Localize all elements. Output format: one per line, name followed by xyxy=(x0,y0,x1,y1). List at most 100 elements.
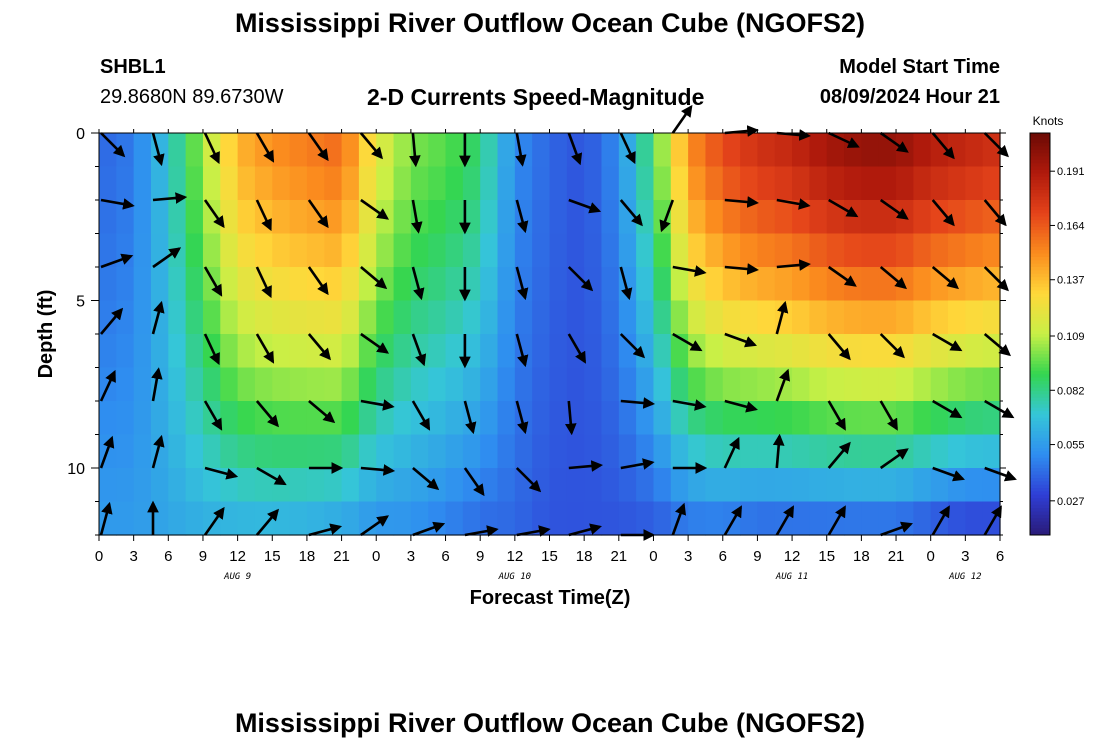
heatmap-cell xyxy=(202,501,221,536)
heatmap-cell xyxy=(272,334,291,369)
heatmap-cell xyxy=(341,200,360,235)
heatmap-cell xyxy=(844,334,862,369)
heatmap-cell xyxy=(965,501,984,536)
current-vector-arrow xyxy=(203,333,220,366)
heatmap-cell xyxy=(566,233,585,268)
heatmap-cell xyxy=(428,367,447,402)
heatmap-cell xyxy=(133,501,152,536)
heatmap-cell xyxy=(324,300,343,335)
heatmap-cell xyxy=(272,233,291,268)
colorbar-segment xyxy=(1030,283,1050,288)
heatmap-cell xyxy=(220,233,239,268)
colorbar-segment xyxy=(1030,196,1050,201)
heatmap-cell xyxy=(133,166,152,201)
colorbar-segment xyxy=(1030,169,1050,174)
heatmap-cell xyxy=(982,434,1001,469)
heatmap-cell xyxy=(116,501,135,536)
heatmap-cell xyxy=(774,334,793,369)
current-vector-arrow xyxy=(620,397,656,409)
heatmap-cell xyxy=(237,267,256,302)
heatmap-cell xyxy=(809,501,828,536)
colorbar-segment xyxy=(1030,464,1050,469)
heatmap-cell xyxy=(272,133,291,168)
heatmap-cell xyxy=(809,300,828,335)
heatmap-cell xyxy=(653,401,672,436)
heatmap-cell xyxy=(272,200,291,235)
current-vector-arrow xyxy=(775,368,791,402)
heatmap-cell xyxy=(774,233,793,268)
heatmap-cell xyxy=(220,334,239,369)
current-vector-arrow xyxy=(151,434,165,469)
heatmap-cell xyxy=(566,166,585,201)
heatmap-cell xyxy=(514,367,533,402)
colorbar-segment xyxy=(1030,270,1050,275)
current-vector-arrow xyxy=(724,399,758,413)
heatmap-cell xyxy=(930,300,949,335)
heatmap-cell xyxy=(549,166,568,201)
heatmap-cell xyxy=(688,133,707,168)
x-tick-label: 18 xyxy=(299,548,316,565)
colorbar-segment xyxy=(1030,518,1050,523)
heatmap-cell xyxy=(237,468,256,503)
heatmap-cell xyxy=(965,166,984,201)
heatmap-cell xyxy=(428,267,447,302)
heatmap-cell xyxy=(202,300,221,335)
heatmap-cell xyxy=(566,200,585,235)
axes: 0 3 6 9 12 15 18 21 0 3 6 9 12 15 18 21 0 3 6 9 12 15 18 21 0 3 6 A… xyxy=(67,126,1006,582)
heatmap-cell xyxy=(930,166,949,201)
x-day-label: AUG 11 xyxy=(775,572,809,582)
colorbar-segment xyxy=(1030,377,1050,382)
current-vector-arrow xyxy=(879,198,909,220)
heatmap-cell xyxy=(653,133,672,168)
colorbar-segment xyxy=(1030,350,1050,355)
heatmap-cell xyxy=(549,367,568,402)
y-axis-label: Depth (ft) xyxy=(35,290,57,379)
current-vector-arrow xyxy=(931,266,959,290)
heatmap-cell xyxy=(428,300,447,335)
heatmap-cell xyxy=(445,367,464,402)
heatmap-cell xyxy=(133,334,152,369)
heatmap-cell xyxy=(324,133,343,168)
current-vector-arrow xyxy=(255,333,275,364)
heatmap-cell xyxy=(722,200,741,235)
current-vector-arrow xyxy=(827,400,846,431)
heatmap-cell xyxy=(618,166,637,201)
heatmap-cell xyxy=(792,166,811,201)
heatmap-cell xyxy=(982,468,1001,503)
current-vector-arrow xyxy=(879,131,909,153)
current-vector-arrow xyxy=(255,400,280,428)
heatmap-cell xyxy=(965,133,984,168)
heatmap-cell xyxy=(393,367,412,402)
heatmap-cell xyxy=(358,434,377,469)
heatmap-cell xyxy=(982,367,1001,402)
heatmap-cell xyxy=(774,401,793,436)
heatmap-cell xyxy=(549,200,568,235)
heatmap-cell xyxy=(896,367,914,402)
heatmap-cell xyxy=(670,233,689,268)
heatmap-cell xyxy=(792,334,811,369)
heatmap-cell xyxy=(601,200,620,235)
current-vector-arrow xyxy=(983,132,1009,158)
heatmap-cell xyxy=(878,166,897,201)
heatmap-cell xyxy=(237,300,256,335)
heatmap-cell xyxy=(740,166,759,201)
heatmap-cell xyxy=(237,133,256,168)
heatmap-cell xyxy=(150,468,169,503)
colorbar-segment xyxy=(1030,220,1050,224)
heatmap-cell xyxy=(133,267,152,302)
colorbar-segment xyxy=(1030,330,1050,335)
colorbar-segment xyxy=(1030,401,1050,405)
heatmap-cell xyxy=(532,267,551,302)
colorbar-segment xyxy=(1030,179,1050,184)
heatmap-cell xyxy=(913,200,932,235)
heatmap-cell xyxy=(341,166,360,201)
heatmap-cell xyxy=(462,300,481,335)
heatmap-cell xyxy=(965,300,984,335)
colorbar-segment xyxy=(1030,203,1050,208)
heatmap-cell xyxy=(133,233,152,268)
heatmap-cell xyxy=(497,133,516,168)
current-vector-arrow xyxy=(360,399,395,411)
heatmap-cell xyxy=(168,267,187,302)
heatmap-cell xyxy=(792,133,811,168)
heatmap-cell xyxy=(878,401,897,436)
